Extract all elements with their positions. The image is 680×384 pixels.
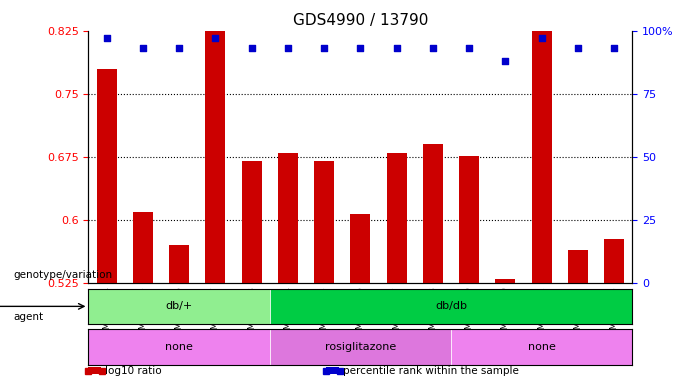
Bar <box>270 289 632 324</box>
Text: genotype/variation: genotype/variation <box>14 270 113 280</box>
Bar <box>88 329 270 365</box>
Point <box>173 45 184 51</box>
Point <box>101 35 112 41</box>
Bar <box>387 153 407 283</box>
Bar <box>350 214 371 283</box>
Text: none: none <box>165 342 193 352</box>
Point <box>609 45 619 51</box>
Bar <box>314 161 334 283</box>
Point <box>573 45 583 51</box>
Bar <box>568 250 588 283</box>
Bar <box>88 289 270 324</box>
Text: none: none <box>528 342 556 352</box>
Bar <box>451 329 632 365</box>
Text: log10 ratio: log10 ratio <box>105 366 162 376</box>
Bar <box>459 156 479 283</box>
Point <box>500 58 511 64</box>
Title: GDS4990 / 13790: GDS4990 / 13790 <box>292 13 428 28</box>
Bar <box>97 69 116 283</box>
Bar <box>532 22 551 283</box>
Bar <box>133 212 153 283</box>
Point <box>282 45 293 51</box>
Point <box>319 45 330 51</box>
Point <box>428 45 439 51</box>
Point <box>464 45 475 51</box>
Text: agent: agent <box>14 312 44 322</box>
Text: percentile rank within the sample: percentile rank within the sample <box>343 366 520 376</box>
Bar <box>241 161 262 283</box>
Bar <box>205 18 225 283</box>
Text: db/+: db/+ <box>165 301 192 311</box>
Bar <box>496 279 515 283</box>
Text: rosiglitazone: rosiglitazone <box>325 342 396 352</box>
Bar <box>270 329 451 365</box>
Point <box>537 35 547 41</box>
Point <box>246 45 257 51</box>
Point <box>137 45 148 51</box>
Bar <box>605 239 624 283</box>
Bar <box>278 153 298 283</box>
Point <box>391 45 402 51</box>
Bar <box>423 144 443 283</box>
Point <box>355 45 366 51</box>
Bar <box>169 245 189 283</box>
Text: db/db: db/db <box>435 301 467 311</box>
Point <box>210 35 221 41</box>
